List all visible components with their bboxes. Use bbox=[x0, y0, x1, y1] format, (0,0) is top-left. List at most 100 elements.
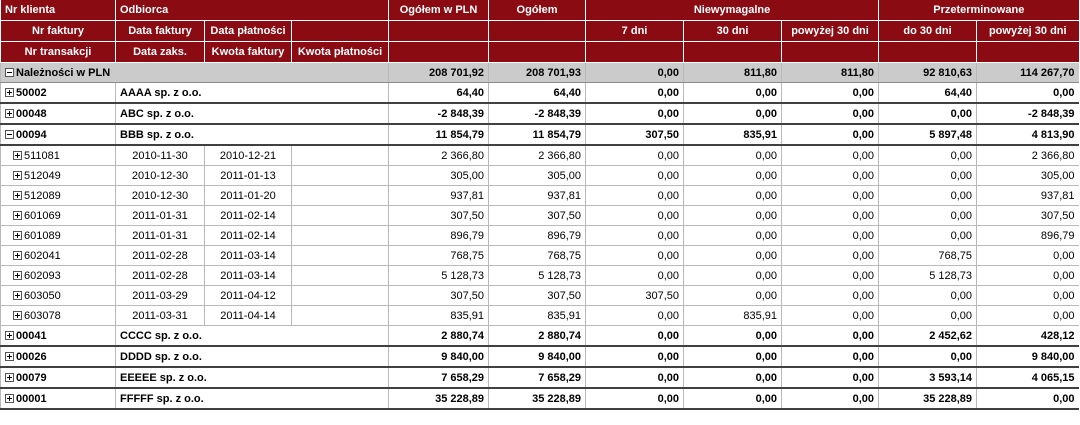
header-payment-date[interactable]: Data płatności bbox=[204, 20, 292, 42]
header-to-30-days[interactable]: do 30 dni bbox=[878, 20, 977, 42]
invoice-30-days: 0,00 bbox=[683, 205, 782, 226]
expand-icon[interactable] bbox=[13, 290, 22, 300]
invoice-no: 512049 bbox=[24, 169, 61, 182]
total-row-label-cell[interactable]: Należności w PLN bbox=[0, 62, 389, 83]
header-not-due[interactable]: Niewymagalne bbox=[585, 0, 879, 21]
client-row[interactable]: 00094 BBB sp. z o.o. 11 854,79 11 854,79… bbox=[0, 124, 1079, 146]
payment-date: 2011-04-12 bbox=[204, 285, 292, 306]
client-no-cell[interactable]: 00001 bbox=[0, 388, 116, 410]
invoice-row[interactable]: 512089 2010-12-30 2011-01-20 937,81 937,… bbox=[0, 185, 1079, 206]
collapse-icon[interactable] bbox=[5, 129, 14, 139]
invoice-no-cell[interactable]: 512049 bbox=[0, 165, 116, 186]
client-no: 00048 bbox=[16, 107, 47, 120]
header-transaction-no[interactable]: Nr transakcji bbox=[0, 41, 116, 63]
invoice-to-30-days: 0,00 bbox=[878, 285, 977, 306]
client-no-cell[interactable]: 00041 bbox=[0, 325, 116, 347]
expand-icon[interactable] bbox=[13, 190, 22, 200]
header-7-days[interactable]: 7 dni bbox=[585, 20, 684, 42]
total-row-total-pln: 208 701,92 bbox=[388, 62, 489, 83]
expand-icon[interactable] bbox=[13, 230, 22, 240]
invoice-total-pln: 896,79 bbox=[388, 225, 489, 246]
header-invoice-amount[interactable]: Kwota faktury bbox=[204, 41, 292, 63]
client-to-30-days: 5 897,48 bbox=[878, 124, 977, 146]
header-payment-amount[interactable]: Kwota płatności bbox=[290, 41, 389, 63]
invoice-empty-cell bbox=[290, 265, 389, 286]
invoice-30-days: 0,00 bbox=[683, 245, 782, 266]
header-overdue[interactable]: Przeterminowane bbox=[878, 0, 1079, 21]
expand-icon[interactable] bbox=[5, 351, 14, 361]
payment-date: 2011-02-14 bbox=[204, 205, 292, 226]
invoice-date: 2011-02-28 bbox=[115, 265, 205, 286]
header-recipient[interactable]: Odbiorca bbox=[114, 0, 389, 21]
expand-icon[interactable] bbox=[13, 170, 22, 180]
header-total-pln[interactable]: Ogółem w PLN bbox=[388, 0, 489, 21]
collapse-icon[interactable] bbox=[5, 67, 14, 77]
client-row[interactable]: 00001 FFFFF sp. z o.o. 35 228,89 35 228,… bbox=[0, 388, 1079, 410]
expand-icon[interactable] bbox=[13, 150, 22, 160]
invoice-row[interactable]: 603050 2011-03-29 2011-04-12 307,50 307,… bbox=[0, 285, 1079, 306]
invoice-no-cell[interactable]: 512089 bbox=[0, 185, 116, 206]
header-invoice-no[interactable]: Nr faktury bbox=[0, 20, 116, 42]
client-total-pln: 35 228,89 bbox=[388, 388, 489, 410]
invoice-row[interactable]: 603078 2011-03-31 2011-04-14 835,91 835,… bbox=[0, 305, 1079, 326]
invoice-no-cell[interactable]: 602041 bbox=[0, 245, 116, 266]
invoice-row[interactable]: 511081 2010-11-30 2010-12-21 2 366,80 2 … bbox=[0, 145, 1079, 166]
expand-icon[interactable] bbox=[5, 372, 14, 382]
client-no-cell[interactable]: 00079 bbox=[0, 367, 116, 389]
invoice-no-cell[interactable]: 601089 bbox=[0, 225, 116, 246]
expand-icon[interactable] bbox=[5, 108, 14, 118]
payment-date: 2011-02-14 bbox=[204, 225, 292, 246]
invoice-row[interactable]: 512049 2010-12-30 2011-01-13 305,00 305,… bbox=[0, 165, 1079, 186]
client-no-cell[interactable]: 00026 bbox=[0, 346, 116, 368]
expand-icon[interactable] bbox=[5, 393, 14, 403]
client-7-days: 0,00 bbox=[585, 346, 684, 368]
client-to-30-days: 3 593,14 bbox=[878, 367, 977, 389]
receivables-table: Nr klienta Odbiorca Ogółem w PLN Ogółem … bbox=[0, 0, 1079, 410]
client-total-pln: 64,40 bbox=[388, 82, 489, 104]
client-no-cell[interactable]: 00048 bbox=[0, 103, 116, 125]
payment-date: 2011-04-14 bbox=[204, 305, 292, 326]
invoice-row[interactable]: 602041 2011-02-28 2011-03-14 768,75 768,… bbox=[0, 245, 1079, 266]
header-empty bbox=[388, 20, 489, 42]
client-row[interactable]: 50002 AAAA sp. z o.o. 64,40 64,40 0,00 0… bbox=[0, 82, 1079, 104]
client-no-cell[interactable]: 00094 bbox=[0, 124, 116, 146]
payment-date: 2011-03-14 bbox=[204, 265, 292, 286]
expand-icon[interactable] bbox=[13, 250, 22, 260]
client-30-days: 0,00 bbox=[683, 103, 782, 125]
invoice-row[interactable]: 601089 2011-01-31 2011-02-14 896,79 896,… bbox=[0, 225, 1079, 246]
invoice-row[interactable]: 601069 2011-01-31 2011-02-14 307,50 307,… bbox=[0, 205, 1079, 226]
header-total[interactable]: Ogółem bbox=[488, 0, 586, 21]
client-30-days: 0,00 bbox=[683, 367, 782, 389]
invoice-no-cell[interactable]: 603078 bbox=[0, 305, 116, 326]
client-total-pln: 7 658,29 bbox=[388, 367, 489, 389]
invoice-no-cell[interactable]: 601069 bbox=[0, 205, 116, 226]
expand-icon[interactable] bbox=[13, 310, 22, 320]
expand-icon[interactable] bbox=[13, 210, 22, 220]
expand-icon[interactable] bbox=[5, 87, 14, 97]
client-row[interactable]: 00048 ABC sp. z o.o. -2 848,39 -2 848,39… bbox=[0, 103, 1079, 125]
header-client-no[interactable]: Nr klienta bbox=[0, 0, 116, 21]
invoice-no-cell[interactable]: 602093 bbox=[0, 265, 116, 286]
client-row[interactable]: 00041 CCCC sp. z o.o. 2 880,74 2 880,74 … bbox=[0, 325, 1079, 347]
expand-icon[interactable] bbox=[5, 330, 14, 340]
invoice-30-days: 0,00 bbox=[683, 265, 782, 286]
header-purchase-date[interactable]: Data zaks. bbox=[115, 41, 205, 63]
client-row[interactable]: 00079 EEEEE sp. z o.o. 7 658,29 7 658,29… bbox=[0, 367, 1079, 389]
client-7-days: 0,00 bbox=[585, 367, 684, 389]
client-no-cell[interactable]: 50002 bbox=[0, 82, 116, 104]
header-overdue-over-30-days[interactable]: powyżej 30 dni bbox=[976, 20, 1079, 42]
header-invoice-date[interactable]: Data faktury bbox=[115, 20, 205, 42]
invoice-no-cell[interactable]: 603050 bbox=[0, 285, 116, 306]
invoice-to-30-days: 0,00 bbox=[878, 305, 977, 326]
client-30-days: 0,00 bbox=[683, 82, 782, 104]
client-row[interactable]: 00026 DDDD sp. z o.o. 9 840,00 9 840,00 … bbox=[0, 346, 1079, 368]
header-over-30-days[interactable]: powyżej 30 dni bbox=[781, 20, 879, 42]
invoice-7-days: 307,50 bbox=[585, 285, 684, 306]
expand-icon[interactable] bbox=[13, 270, 22, 280]
invoice-total: 896,79 bbox=[488, 225, 586, 246]
invoice-no-cell[interactable]: 511081 bbox=[0, 145, 116, 166]
total-row-to-30-days: 92 810,63 bbox=[878, 62, 977, 83]
header-30-days[interactable]: 30 dni bbox=[683, 20, 782, 42]
invoice-empty-cell bbox=[290, 225, 389, 246]
invoice-row[interactable]: 602093 2011-02-28 2011-03-14 5 128,73 5 … bbox=[0, 265, 1079, 286]
